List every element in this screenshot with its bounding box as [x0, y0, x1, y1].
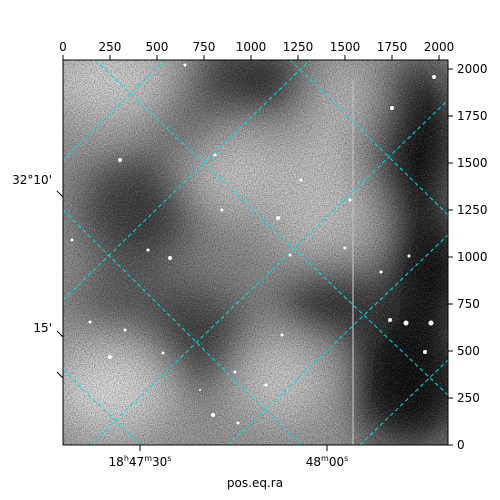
top-tick-label-1: 250 — [99, 40, 122, 54]
x-axis-title: pos.eq.ra — [227, 476, 283, 490]
top-tick-label-7: 1750 — [377, 40, 408, 54]
top-tick-label-5: 1250 — [283, 40, 314, 54]
top-tick-label-0: 0 — [59, 40, 67, 54]
top-tick-label-2: 500 — [146, 40, 169, 54]
right-tick-label-3: 750 — [457, 297, 480, 311]
right-tick-label-4: 1000 — [457, 250, 488, 264]
right-tick-label-0: 0 — [457, 438, 465, 452]
dec-tick-label-2: 15' — [33, 321, 52, 335]
right-tick-label-6: 1500 — [457, 156, 488, 170]
top-tick-label-8: 2000 — [424, 40, 455, 54]
top-tick-label-3: 750 — [193, 40, 216, 54]
bottom-ra-axis — [139, 445, 328, 451]
ra-tick-label-1: 18h47m30s — [109, 454, 172, 469]
plot-frame — [62, 59, 449, 446]
dec-tick-label-1: 32°10' — [12, 173, 52, 187]
right-tick-label-1: 250 — [457, 391, 480, 405]
right-tick-label-7: 1750 — [457, 109, 488, 123]
ra-tick-label-2: 48m00s — [306, 454, 349, 469]
top-tick-label-4: 1000 — [236, 40, 267, 54]
right-pixel-axis: 0 250 500 750 1000 1250 1500 1750 2000 — [448, 62, 488, 452]
right-tick-label-8: 2000 — [457, 62, 488, 76]
sky-image — [63, 60, 448, 445]
top-pixel-axis: 0 250 500 750 1000 1250 1500 1750 2000 — [59, 40, 454, 60]
left-dec-axis — [56, 190, 64, 379]
right-tick-label-2: 500 — [457, 344, 480, 358]
right-tick-label-5: 1250 — [457, 203, 488, 217]
stars — [70, 63, 436, 425]
coordinate-grid — [63, 60, 448, 445]
top-tick-label-6: 1500 — [330, 40, 361, 54]
